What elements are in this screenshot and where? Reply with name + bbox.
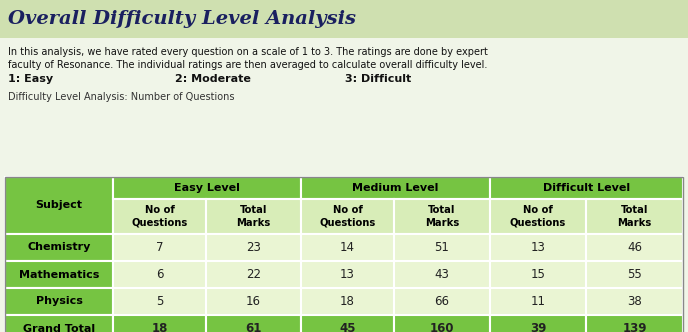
Text: 6: 6 [155, 268, 163, 281]
Text: 23: 23 [246, 241, 261, 254]
FancyBboxPatch shape [5, 234, 113, 261]
Text: Easy Level: Easy Level [174, 183, 240, 193]
Text: 18: 18 [151, 322, 168, 332]
FancyBboxPatch shape [586, 315, 683, 332]
Text: Subject: Subject [36, 201, 83, 210]
FancyBboxPatch shape [394, 315, 490, 332]
FancyBboxPatch shape [301, 261, 394, 288]
FancyBboxPatch shape [490, 288, 586, 315]
Text: 13: 13 [340, 268, 355, 281]
Text: 55: 55 [627, 268, 642, 281]
FancyBboxPatch shape [113, 261, 206, 288]
Text: No of
Questions: No of Questions [131, 205, 188, 228]
FancyBboxPatch shape [301, 177, 490, 199]
Text: faculty of Resonance. The individual ratings are then averaged to calculate over: faculty of Resonance. The individual rat… [8, 60, 487, 70]
FancyBboxPatch shape [490, 315, 586, 332]
Text: Grand Total: Grand Total [23, 323, 95, 332]
Text: Mathematics: Mathematics [19, 270, 99, 280]
Text: 61: 61 [246, 322, 261, 332]
Text: 39: 39 [530, 322, 546, 332]
Text: 14: 14 [340, 241, 355, 254]
FancyBboxPatch shape [0, 0, 688, 38]
Text: 38: 38 [627, 295, 642, 308]
FancyBboxPatch shape [5, 177, 683, 199]
Text: 3: Difficult: 3: Difficult [345, 74, 411, 84]
FancyBboxPatch shape [490, 261, 586, 288]
FancyBboxPatch shape [113, 177, 301, 199]
Text: Chemistry: Chemistry [28, 242, 91, 253]
FancyBboxPatch shape [394, 199, 490, 234]
FancyBboxPatch shape [394, 234, 490, 261]
FancyBboxPatch shape [490, 177, 683, 199]
Text: 66: 66 [435, 295, 449, 308]
FancyBboxPatch shape [206, 234, 301, 261]
FancyBboxPatch shape [586, 288, 683, 315]
FancyBboxPatch shape [113, 199, 206, 234]
Text: 51: 51 [435, 241, 449, 254]
Text: 1: Easy: 1: Easy [8, 74, 53, 84]
FancyBboxPatch shape [206, 261, 301, 288]
FancyBboxPatch shape [586, 234, 683, 261]
FancyBboxPatch shape [586, 261, 683, 288]
FancyBboxPatch shape [206, 315, 301, 332]
FancyBboxPatch shape [5, 261, 113, 288]
Text: 45: 45 [339, 322, 356, 332]
FancyBboxPatch shape [5, 288, 113, 315]
Text: 16: 16 [246, 295, 261, 308]
FancyBboxPatch shape [586, 199, 683, 234]
FancyBboxPatch shape [394, 288, 490, 315]
FancyBboxPatch shape [301, 315, 394, 332]
Text: No of
Questions: No of Questions [510, 205, 566, 228]
Text: 2: Moderate: 2: Moderate [175, 74, 251, 84]
FancyBboxPatch shape [206, 288, 301, 315]
Text: 13: 13 [530, 241, 546, 254]
Text: Total
Marks: Total Marks [237, 205, 270, 228]
FancyBboxPatch shape [113, 288, 206, 315]
Text: 18: 18 [340, 295, 355, 308]
Text: Physics: Physics [36, 296, 83, 306]
FancyBboxPatch shape [5, 177, 113, 234]
Text: 43: 43 [435, 268, 449, 281]
FancyBboxPatch shape [301, 288, 394, 315]
FancyBboxPatch shape [113, 234, 206, 261]
FancyBboxPatch shape [394, 261, 490, 288]
Text: 15: 15 [530, 268, 546, 281]
Text: Total
Marks: Total Marks [617, 205, 652, 228]
FancyBboxPatch shape [5, 315, 113, 332]
Text: 139: 139 [622, 322, 647, 332]
Text: Difficulty Level Analysis: Number of Questions: Difficulty Level Analysis: Number of Que… [8, 92, 235, 102]
Text: In this analysis, we have rated every question on a scale of 1 to 3. The ratings: In this analysis, we have rated every qu… [8, 47, 488, 57]
Text: 7: 7 [155, 241, 163, 254]
Text: 5: 5 [155, 295, 163, 308]
FancyBboxPatch shape [490, 234, 586, 261]
Text: Medium Level: Medium Level [352, 183, 439, 193]
Text: No of
Questions: No of Questions [319, 205, 376, 228]
Text: Overall Difficulty Level Analysis: Overall Difficulty Level Analysis [8, 10, 356, 28]
FancyBboxPatch shape [206, 199, 301, 234]
FancyBboxPatch shape [490, 199, 586, 234]
Text: Total
Marks: Total Marks [425, 205, 459, 228]
Text: 46: 46 [627, 241, 642, 254]
FancyBboxPatch shape [301, 234, 394, 261]
Text: 22: 22 [246, 268, 261, 281]
Text: Difficult Level: Difficult Level [543, 183, 630, 193]
FancyBboxPatch shape [301, 199, 394, 234]
Text: 160: 160 [430, 322, 454, 332]
FancyBboxPatch shape [113, 315, 206, 332]
Text: 11: 11 [530, 295, 546, 308]
